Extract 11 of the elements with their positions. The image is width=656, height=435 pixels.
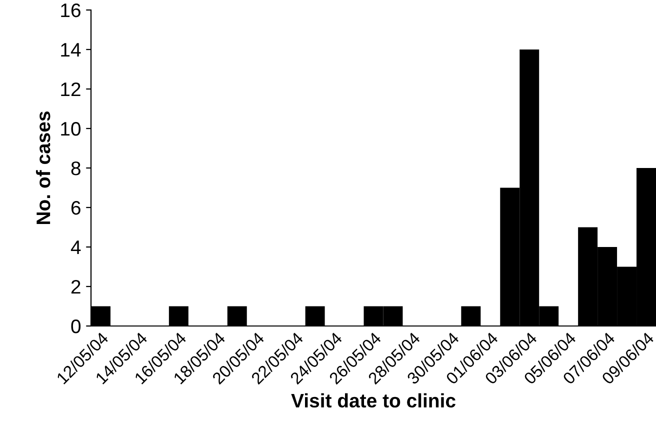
y-axis-title: No. of cases — [36, 112, 50, 224]
y-tick-label: 16 — [61, 3, 80, 18]
y-tick-label: 4 — [70, 240, 81, 254]
y-tick-label: 8 — [71, 161, 80, 176]
y-tick-label: 6 — [71, 200, 80, 215]
y-tick-label: 14 — [61, 43, 81, 57]
y-tick-label: 0 — [71, 319, 81, 334]
y-tick-label: 12 — [61, 82, 80, 96]
y-tick-label: 10 — [61, 122, 81, 136]
x-axis-title: Visit date to clinic — [291, 393, 456, 408]
y-tick-label: 2 — [71, 280, 80, 294]
